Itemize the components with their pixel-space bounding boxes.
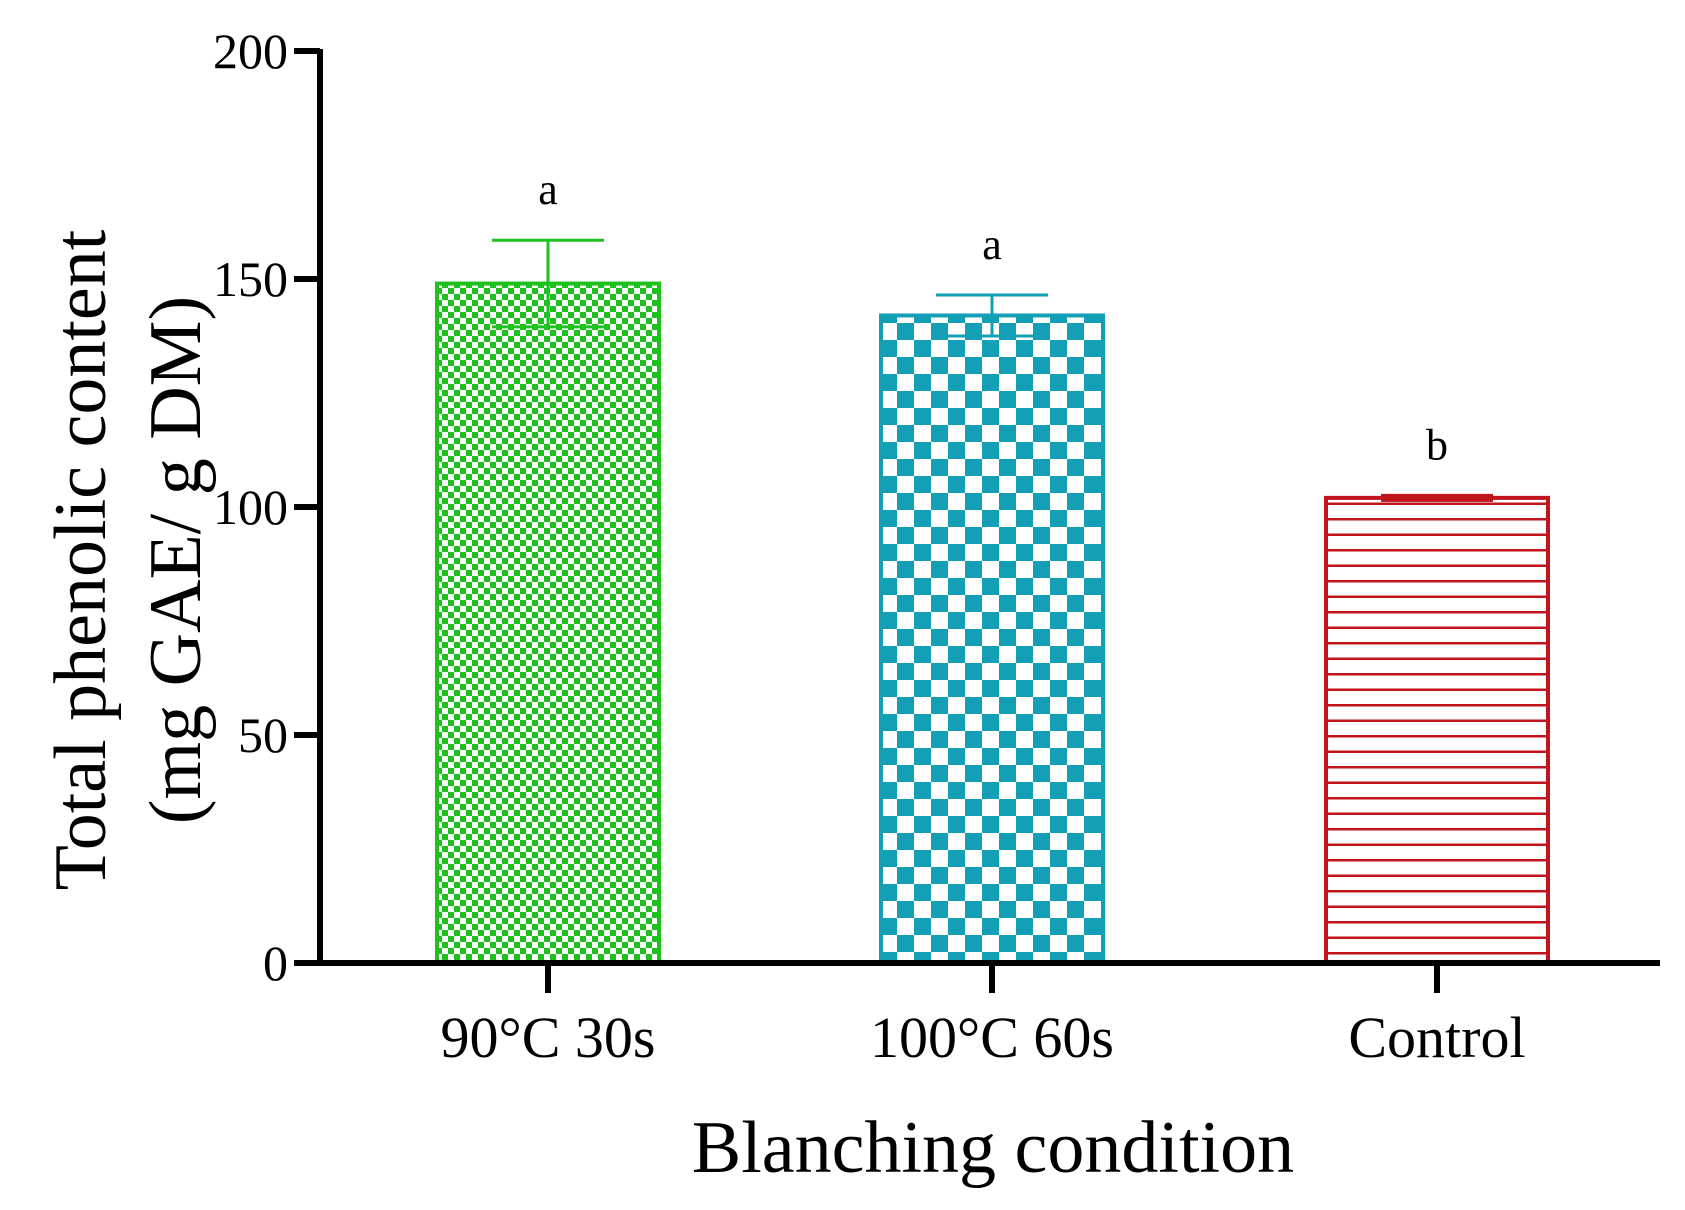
bar-1 [435,281,661,965]
significance-label-2: a [982,220,1002,269]
y-tick-label-150: 150 [213,251,288,307]
x-tick-label-1: 90°C 30s [441,1005,656,1070]
y-tick-label-50: 50 [238,707,288,763]
bar-group-2: a 100°C 60s [870,220,1114,1070]
significance-label-3: b [1426,421,1448,470]
y-axis-title-line-1: Total phenolic content [40,229,122,890]
axes-layer: 0 50 100 150 200 [213,23,1660,993]
y-axis-title: Total phenolic content (mg GAE/ g DM) [40,229,217,890]
x-tick-label-3: Control [1348,1005,1525,1070]
y-tick-label-200: 200 [213,23,288,79]
y-tick-label-100: 100 [213,479,288,535]
y-tick-label-0: 0 [263,935,288,991]
error-bar-cap-3 [1381,493,1493,502]
bar-3 [1324,495,1550,965]
significance-label-1: a [538,165,558,214]
x-axis-title: Blanching condition [692,1107,1294,1189]
bar-2 [879,313,1105,966]
bar-group-1: a 90°C 30s [435,165,661,1070]
bars-layer: a 90°C 30s a 100°C 60s b Control [435,165,1550,1070]
y-axis-title-line-2: (mg GAE/ g DM) [135,296,217,824]
x-tick-label-2: 100°C 60s [870,1005,1114,1070]
bar-group-3: b Control [1324,421,1550,1070]
